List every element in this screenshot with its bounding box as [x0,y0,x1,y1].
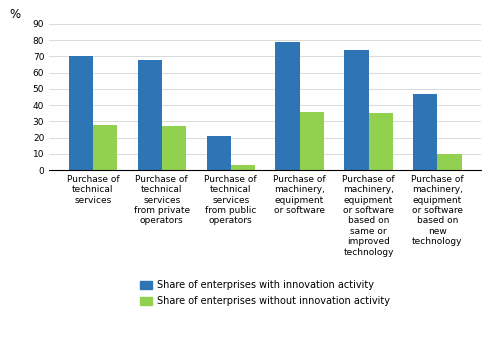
Bar [93,124,117,170]
Bar [344,50,369,170]
Bar [207,136,231,170]
Bar [275,42,300,170]
Bar [69,56,93,170]
Bar [162,126,186,170]
Bar [413,94,437,170]
Bar [300,112,324,170]
Text: %: % [9,8,20,21]
Bar [137,59,162,170]
Bar [437,154,462,170]
Bar [231,165,255,170]
Bar [369,113,393,170]
Legend: Share of enterprises with innovation activity, Share of enterprises without inno: Share of enterprises with innovation act… [140,280,390,306]
